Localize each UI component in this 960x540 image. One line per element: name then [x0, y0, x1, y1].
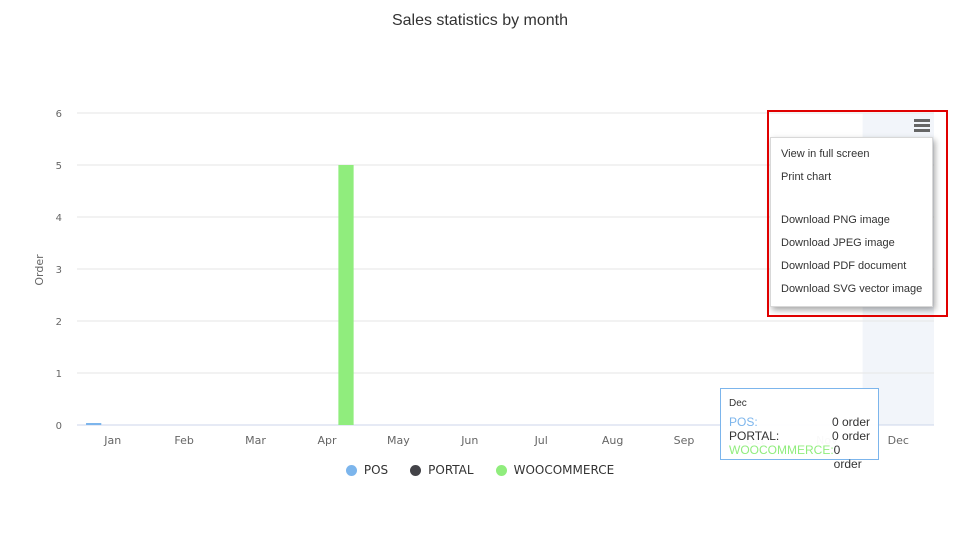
y-tick-label: 3 — [56, 265, 62, 276]
x-tick-label: Jul — [534, 434, 548, 447]
tooltip-value-pos: 0 order — [831, 415, 870, 429]
x-tick-label: May — [387, 434, 410, 447]
menu-item-print-chart[interactable]: Print chart — [781, 171, 832, 183]
menu-item-download-pdf[interactable]: Download PDF document — [781, 260, 907, 272]
legend-item-pos[interactable]: POS — [345, 463, 389, 477]
chart-tooltip: Dec POS: 0 order PORTAL: 0 order WOOCOMM… — [720, 388, 879, 471]
bar-woocommerce-apr[interactable] — [338, 165, 354, 425]
legend-dot-woocommerce — [495, 464, 507, 476]
legend-dot-pos — [345, 464, 357, 476]
x-tick-label: Jan — [103, 434, 121, 447]
tooltip-row-portal: PORTAL: 0 order — [729, 429, 870, 443]
chart-title: Sales statistics by month — [391, 12, 569, 29]
y-axis-label: Order — [33, 254, 46, 286]
tooltip-label-pos: POS: — [729, 415, 758, 429]
x-tick-label: Aug — [602, 434, 623, 447]
y-tick-label: 2 — [56, 317, 62, 328]
export-menu: View in full screen Print chart Download… — [770, 137, 933, 307]
x-tick-label: Apr — [317, 434, 337, 447]
tooltip-label-portal: PORTAL: — [729, 429, 780, 443]
tooltip-label-woocommerce: WOOCOMMERCE: — [729, 443, 834, 457]
x-tick-label: Sep — [674, 434, 695, 447]
tooltip-row-woocommerce: WOOCOMMERCE: 0 order — [729, 443, 870, 471]
legend-label-portal: PORTAL — [428, 463, 474, 477]
y-tick-label: 4 — [56, 213, 62, 224]
menu-item-full-screen[interactable]: View in full screen — [781, 148, 870, 160]
bar-pos-jan[interactable] — [86, 423, 102, 425]
x-tick-label: Dec — [888, 434, 909, 447]
chart-legend: POS PORTAL WOOCOMMERCE — [0, 463, 960, 477]
menu-item-download-png[interactable]: Download PNG image — [781, 214, 890, 226]
y-tick-label: 6 — [56, 109, 62, 120]
x-tick-label: Mar — [245, 434, 266, 447]
menu-item-download-svg[interactable]: Download SVG vector image — [781, 283, 923, 295]
legend-label-pos: POS — [363, 463, 389, 477]
legend-item-woocommerce[interactable]: WOOCOMMERCE — [495, 463, 615, 477]
legend-label-woocommerce: WOOCOMMERCE — [513, 463, 615, 477]
legend-dot-portal — [410, 464, 422, 476]
y-tick-label: 0 — [56, 421, 62, 432]
tooltip-header: Dec — [729, 398, 747, 409]
tooltip-value-portal: 0 order — [831, 429, 870, 443]
tooltip-row-pos: POS: 0 order — [729, 415, 870, 429]
y-tick-label: 1 — [56, 369, 62, 380]
tooltip-value-woocommerce: 0 order — [833, 443, 862, 471]
x-tick-label: Feb — [174, 434, 193, 447]
legend-item-portal[interactable]: PORTAL — [410, 463, 474, 477]
menu-item-download-jpeg[interactable]: Download JPEG image — [781, 237, 895, 249]
hamburger-menu-icon[interactable] — [910, 116, 934, 136]
y-tick-label: 5 — [56, 161, 62, 172]
x-tick-label: Jun — [460, 434, 478, 447]
